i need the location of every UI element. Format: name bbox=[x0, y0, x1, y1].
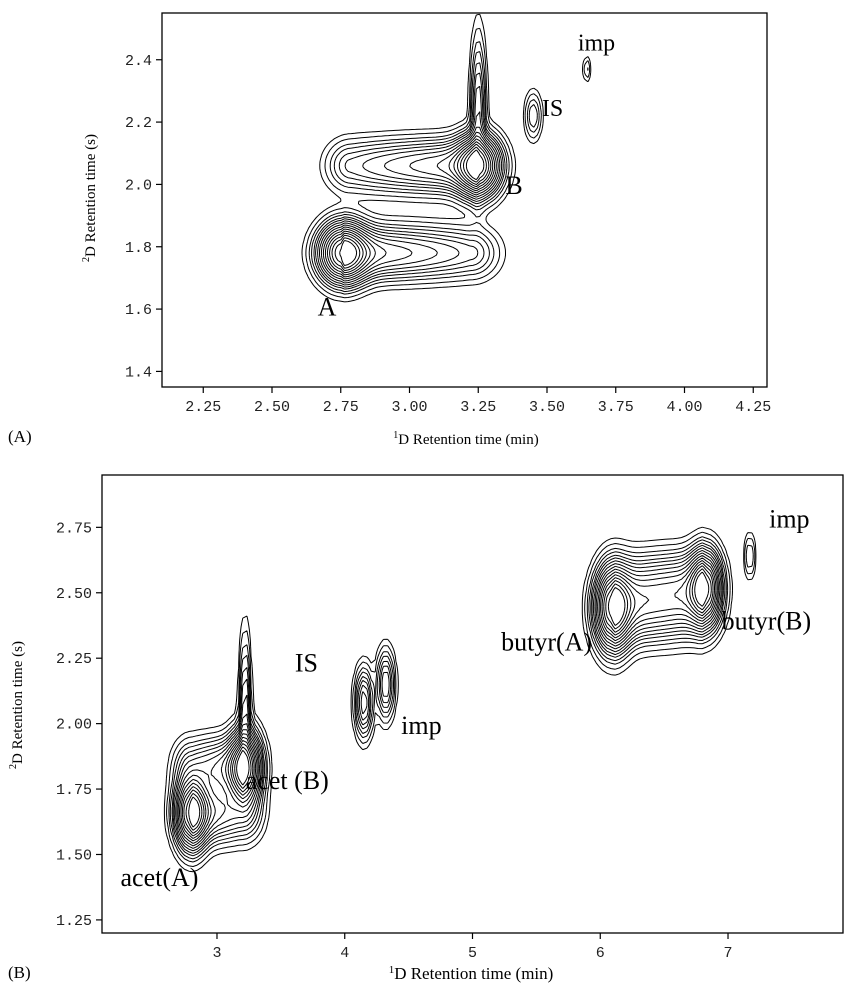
contour-level-a-14 bbox=[334, 146, 487, 269]
y-tick-label: 1.25 bbox=[56, 913, 92, 930]
panel-b: 3 4 5 6 7 1.25 1.50 1.75 2.00 2.25 2.50 2.75 acet(A… bbox=[8, 474, 844, 983]
annotations-b: acet(A) acet (B) IS imp butyr(A) butyr(B) imp bbox=[121, 504, 812, 892]
x-tick-label: 2.50 bbox=[254, 399, 290, 416]
contour-level-b-0 bbox=[163, 526, 757, 873]
x-tick-label: 5 bbox=[468, 945, 477, 962]
y-tick-label: 2.4 bbox=[125, 53, 152, 70]
y-axis-label-text: D Retention time (s) bbox=[83, 134, 99, 257]
plot-frame-a bbox=[161, 12, 768, 388]
y-tick-label: 2.00 bbox=[56, 717, 92, 734]
contour-level-b-5 bbox=[172, 544, 724, 854]
panel-a: 2.25 2.50 2.75 3.00 3.25 3.50 3.75 4.00 4.25 1.4 1… bbox=[8, 12, 771, 448]
y-tick-label: 2.25 bbox=[56, 651, 92, 668]
x-tick-label: 3.75 bbox=[598, 399, 634, 416]
peak-annotation: imp bbox=[769, 504, 809, 533]
contour-level-b-1 bbox=[166, 531, 756, 867]
peak-annotation: butyr(A) bbox=[501, 627, 592, 656]
x-tick-label: 4 bbox=[340, 945, 349, 962]
y-tick-label: 1.4 bbox=[125, 364, 152, 381]
contour-level-b-14 bbox=[185, 568, 712, 831]
y-axis-label-sup: 2 bbox=[81, 257, 92, 262]
contour-level-a-12 bbox=[329, 141, 492, 274]
y-tick-label: 1.8 bbox=[125, 240, 152, 257]
contour-level-b-10 bbox=[179, 557, 718, 842]
contour-level-a-7 bbox=[319, 111, 501, 284]
y-axis-label-a: 2D Retention time (s) bbox=[81, 134, 99, 262]
contour-level-b-7 bbox=[175, 549, 722, 849]
peak-annotation: IS bbox=[542, 96, 563, 122]
plot-frame-b bbox=[101, 474, 844, 934]
contours-a bbox=[301, 13, 592, 303]
contours-b bbox=[163, 526, 757, 873]
contour-level-a-1 bbox=[305, 27, 591, 299]
peak-annotation: imp bbox=[401, 711, 441, 740]
peak-annotation: butyr(B) bbox=[722, 606, 812, 635]
contour-level-b-12 bbox=[181, 562, 715, 837]
contour-level-a-8 bbox=[320, 126, 499, 282]
contour-level-a-6 bbox=[317, 85, 503, 286]
x-axis-label-text: D Retention time (min) bbox=[394, 964, 553, 983]
x-tick-label: 3.25 bbox=[460, 399, 496, 416]
y-axis-label-b: 2D Retention time (s) bbox=[8, 641, 26, 769]
x-axis-label-text: D Retention time (min) bbox=[398, 432, 538, 448]
contour-level-a-4 bbox=[313, 62, 506, 290]
contour-level-a-5 bbox=[315, 72, 504, 288]
x-axis-label-b: 1D Retention time (min) bbox=[389, 964, 554, 983]
contour-level-a-13 bbox=[331, 143, 490, 272]
x-tick-label: 2.25 bbox=[185, 399, 221, 416]
contour-level-a-10 bbox=[324, 135, 496, 278]
contour-level-b-13 bbox=[183, 565, 714, 834]
y-tick-label: 2.2 bbox=[125, 115, 152, 132]
ticks-b: 3 4 5 6 7 1.25 1.50 1.75 2.00 2.25 2.50 2.75 bbox=[56, 520, 733, 962]
x-tick-label: 3 bbox=[212, 945, 221, 962]
contour-level-a-0 bbox=[301, 13, 592, 303]
peak-annotation: A bbox=[318, 292, 337, 321]
contour-level-b-2 bbox=[168, 536, 754, 863]
x-tick-label: 7 bbox=[724, 945, 733, 962]
panel-label-b: (B) bbox=[8, 963, 31, 982]
contour-level-a-15 bbox=[339, 149, 485, 266]
x-axis-label-a: 1D Retention time (min) bbox=[393, 430, 538, 448]
y-axis-label-text: D Retention time (s) bbox=[10, 641, 26, 764]
peak-annotation: B bbox=[505, 171, 522, 200]
contour-level-a-11 bbox=[326, 138, 494, 276]
y-tick-label: 1.50 bbox=[56, 847, 92, 864]
peak-annotation: acet(A) bbox=[121, 863, 199, 892]
contour-level-b-6 bbox=[173, 547, 723, 852]
x-tick-label: 3.50 bbox=[529, 399, 565, 416]
contour-level-a-2 bbox=[308, 41, 589, 295]
x-tick-label: 4.00 bbox=[666, 399, 702, 416]
ticks-a: 2.25 2.50 2.75 3.00 3.25 3.50 3.75 4.00 4.25 1.4 1… bbox=[125, 53, 771, 416]
annotations-a: A B IS imp bbox=[318, 30, 616, 321]
peak-annotation: imp bbox=[578, 30, 615, 56]
contour-level-a-3 bbox=[311, 51, 538, 293]
peak-annotation: acet (B) bbox=[246, 766, 329, 795]
panel-label-a: (A) bbox=[8, 427, 32, 446]
y-tick-label: 2.75 bbox=[56, 520, 92, 537]
y-tick-label: 2.0 bbox=[125, 177, 152, 194]
y-axis-label-sup: 2 bbox=[8, 764, 19, 769]
y-tick-label: 1.6 bbox=[125, 302, 152, 319]
contour-level-b-9 bbox=[177, 554, 719, 844]
contour-level-a-9 bbox=[322, 131, 497, 280]
contour-level-b-4 bbox=[171, 542, 726, 857]
x-axis-label-sup: 1 bbox=[389, 964, 395, 976]
y-tick-label: 2.50 bbox=[56, 586, 92, 603]
contour-level-b-8 bbox=[176, 552, 721, 847]
x-axis-label-sup: 1 bbox=[393, 430, 398, 441]
contour-level-b-3 bbox=[169, 539, 727, 860]
peak-annotation: IS bbox=[295, 648, 318, 677]
x-tick-label: 2.75 bbox=[323, 399, 359, 416]
x-tick-label: 6 bbox=[596, 945, 605, 962]
contour-level-b-11 bbox=[180, 560, 717, 839]
y-tick-label: 1.75 bbox=[56, 782, 92, 799]
contour-level-b-15 bbox=[188, 571, 710, 828]
x-tick-label: 3.00 bbox=[391, 399, 427, 416]
x-tick-label: 4.25 bbox=[735, 399, 771, 416]
